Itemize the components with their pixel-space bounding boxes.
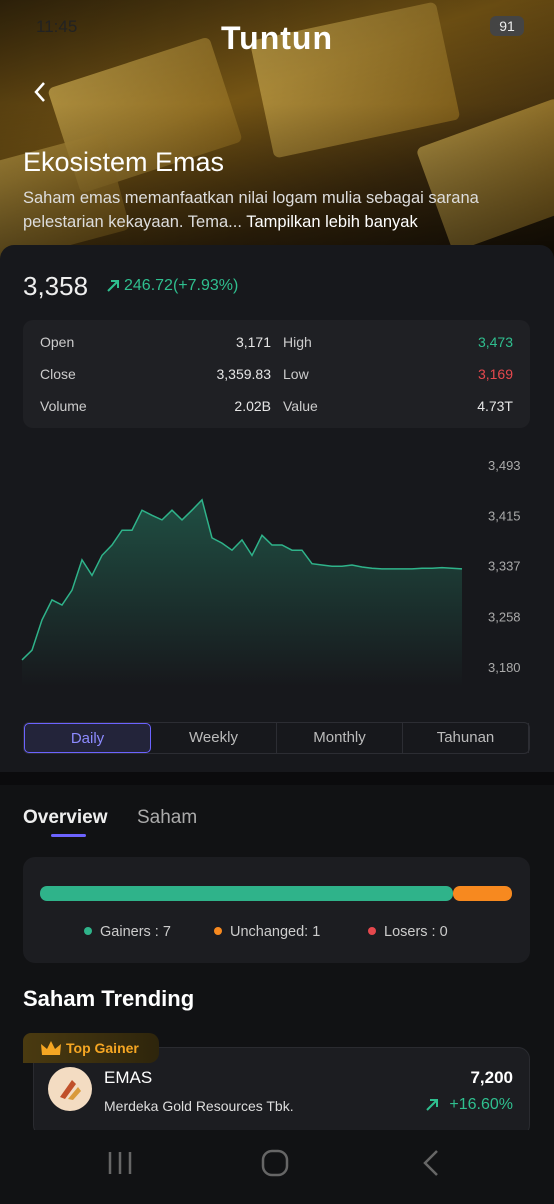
section-title: Saham Trending [23, 986, 195, 1011]
chart: 3,493 3,415 3,337 3,258 3,180 [21, 458, 521, 687]
legend-dot [368, 927, 376, 935]
period-tab[interactable]: Weekly [151, 723, 277, 753]
tab[interactable]: Overview [23, 807, 108, 828]
legend-dot [84, 927, 92, 935]
show-more[interactable]: Tampilkan lebih banyak [246, 213, 418, 231]
battery: 91 [490, 16, 524, 36]
legend-dot [214, 927, 222, 935]
stat-value: 2.02B [234, 398, 271, 414]
up-arrow [426, 1099, 438, 1111]
hero [0, 0, 554, 260]
period-tabs: Daily Weekly Monthly Tahunan [23, 722, 530, 754]
legend-label: Losers : 0 [384, 924, 448, 940]
period-tab[interactable]: Monthly [277, 723, 403, 753]
area [22, 499, 462, 687]
stat-label: Volume [40, 398, 87, 414]
y-tick-label: 3,337 [488, 559, 521, 574]
description-text: Saham emas memanfaatkan nilai logam muli… [23, 189, 479, 231]
tab-indicator [51, 834, 86, 837]
stat-value: 3,169 [477, 366, 513, 382]
stock-logo [48, 1067, 92, 1111]
y-tick-label: 3,415 [488, 508, 521, 523]
stat-value: 3,359.83 [216, 366, 272, 382]
y-tick-label: 3,493 [488, 458, 521, 473]
period-tab[interactable]: Daily [24, 723, 151, 753]
stock-code: EMAS [104, 1068, 153, 1087]
tab[interactable]: Saham [137, 807, 198, 828]
legend-label: Unchanged: 1 [230, 924, 320, 940]
stat-label: High [283, 334, 312, 350]
price-line [21, 498, 463, 661]
nav-bar [0, 1130, 554, 1199]
stat-label: Low [283, 366, 309, 382]
separator [0, 772, 554, 785]
y-tick-label: 3,258 [488, 610, 521, 625]
breadth-card [23, 857, 530, 963]
stat-label: Close [40, 366, 76, 382]
stat-value: 3,171 [235, 334, 271, 350]
stat-label: Value [283, 398, 318, 414]
page-title: Ekosistem Emas [23, 147, 225, 177]
stat-label: Open [40, 334, 75, 350]
breadth-segment [40, 886, 453, 901]
period-tab[interactable]: Tahunan [403, 723, 529, 753]
back-button[interactable] [28, 80, 52, 104]
stats-box: Open 3,171 High 3,473 Close 3,359.83 Low 3,169 V… [23, 320, 530, 428]
price: 3,358 [23, 271, 89, 301]
stat-value: 4.73T [477, 398, 513, 414]
y-tick-label: 3,180 [488, 660, 521, 675]
brand: Tuntun [220, 20, 333, 56]
crown-icon [41, 1041, 61, 1055]
stock-change: +16.60% [449, 1096, 513, 1113]
status-time: 11:45 [36, 17, 78, 36]
price-change: 246.72(+7.93%) [124, 277, 239, 294]
up-arrow [107, 280, 119, 292]
stock-price: 7,200 [470, 1068, 513, 1087]
description: Saham emas memanfaatkan nilai logam muli… [23, 186, 533, 234]
breadth-bar: Gainers : 7 Unchanged: 1 Losers : 0 [40, 886, 512, 940]
stock-name: Merdeka Gold Resources Tbk. [104, 1098, 294, 1114]
breadth-segment [453, 886, 512, 901]
legend-label: Gainers : 7 [100, 924, 171, 940]
stat-value: 3,473 [477, 334, 513, 350]
